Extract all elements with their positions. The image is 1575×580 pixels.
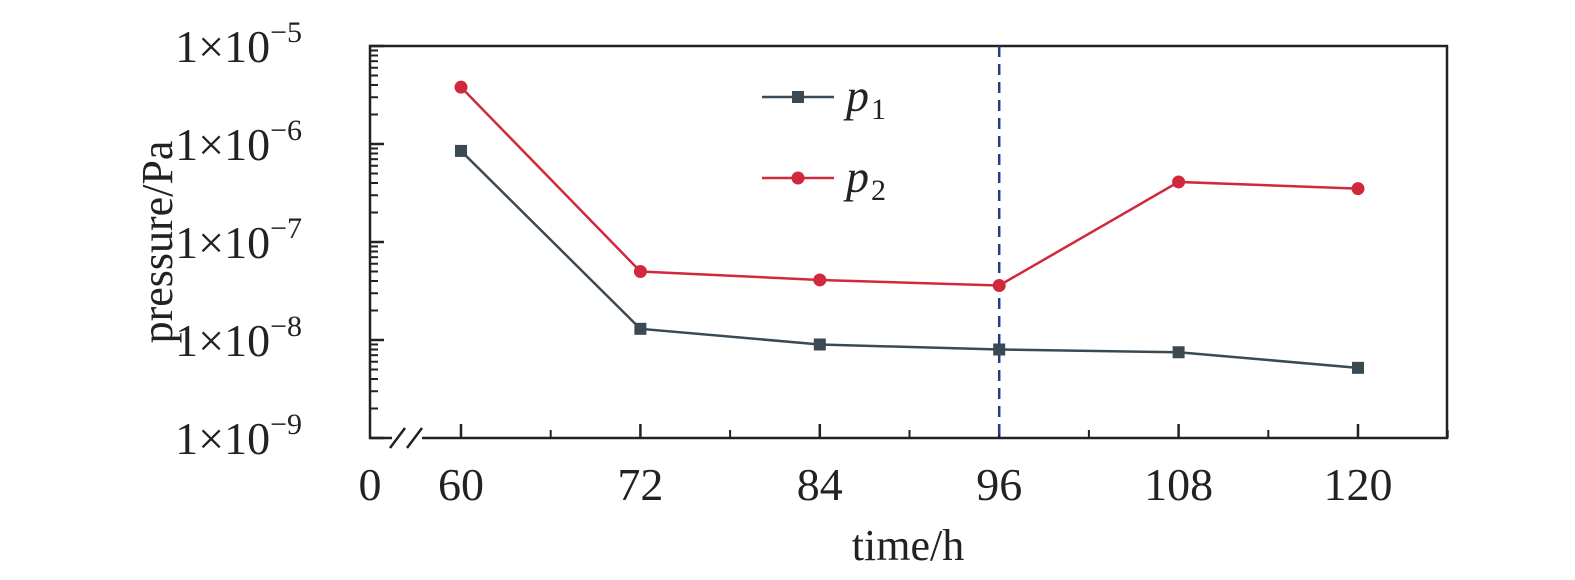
data-point-p2 xyxy=(1351,182,1365,196)
data-point-p1 xyxy=(993,343,1006,356)
data-point-p1 xyxy=(1172,346,1185,359)
data-point-p1 xyxy=(1352,361,1364,374)
y-axis-title: pressure/Pa xyxy=(133,141,182,344)
y-tick-label: 1×10−6 xyxy=(175,114,302,170)
data-point-p1 xyxy=(455,144,467,157)
x-tick-label: 108 xyxy=(1144,459,1213,510)
plot-frame xyxy=(368,44,1449,440)
x-tick-label: 84 xyxy=(797,459,843,510)
data-point-p1 xyxy=(813,338,826,351)
axis-break-mark xyxy=(389,427,406,449)
legend-marker xyxy=(792,91,804,103)
data-point-p2 xyxy=(992,278,1006,292)
series-line-p2 xyxy=(460,86,1359,287)
series-line-p1 xyxy=(460,150,1359,370)
data-point-p2 xyxy=(1172,175,1186,189)
data-point-p2 xyxy=(454,80,468,94)
x-tick-label: 96 xyxy=(976,459,1022,510)
x-origin-label: 0 xyxy=(359,459,382,510)
y-tick-label: 1×10−8 xyxy=(175,310,302,366)
data-point-p2 xyxy=(813,273,827,287)
y-tick-label: 1×10−9 xyxy=(175,408,302,464)
legend-marker xyxy=(791,171,805,185)
x-axis-title: time/h xyxy=(852,521,964,570)
legend-label: p1 xyxy=(843,70,886,126)
data-point-p2 xyxy=(633,265,647,279)
legend-label: p2 xyxy=(843,151,886,207)
y-tick-label: 1×10−5 xyxy=(175,16,302,72)
x-tick-label: 72 xyxy=(617,459,663,510)
axis-break-mark xyxy=(406,427,423,449)
x-tick-label: 120 xyxy=(1324,459,1393,510)
axis-break-gap xyxy=(392,434,422,442)
data-point-p1 xyxy=(634,322,647,335)
x-tick-label: 60 xyxy=(438,459,484,510)
y-tick-label: 1×10−7 xyxy=(175,212,302,268)
